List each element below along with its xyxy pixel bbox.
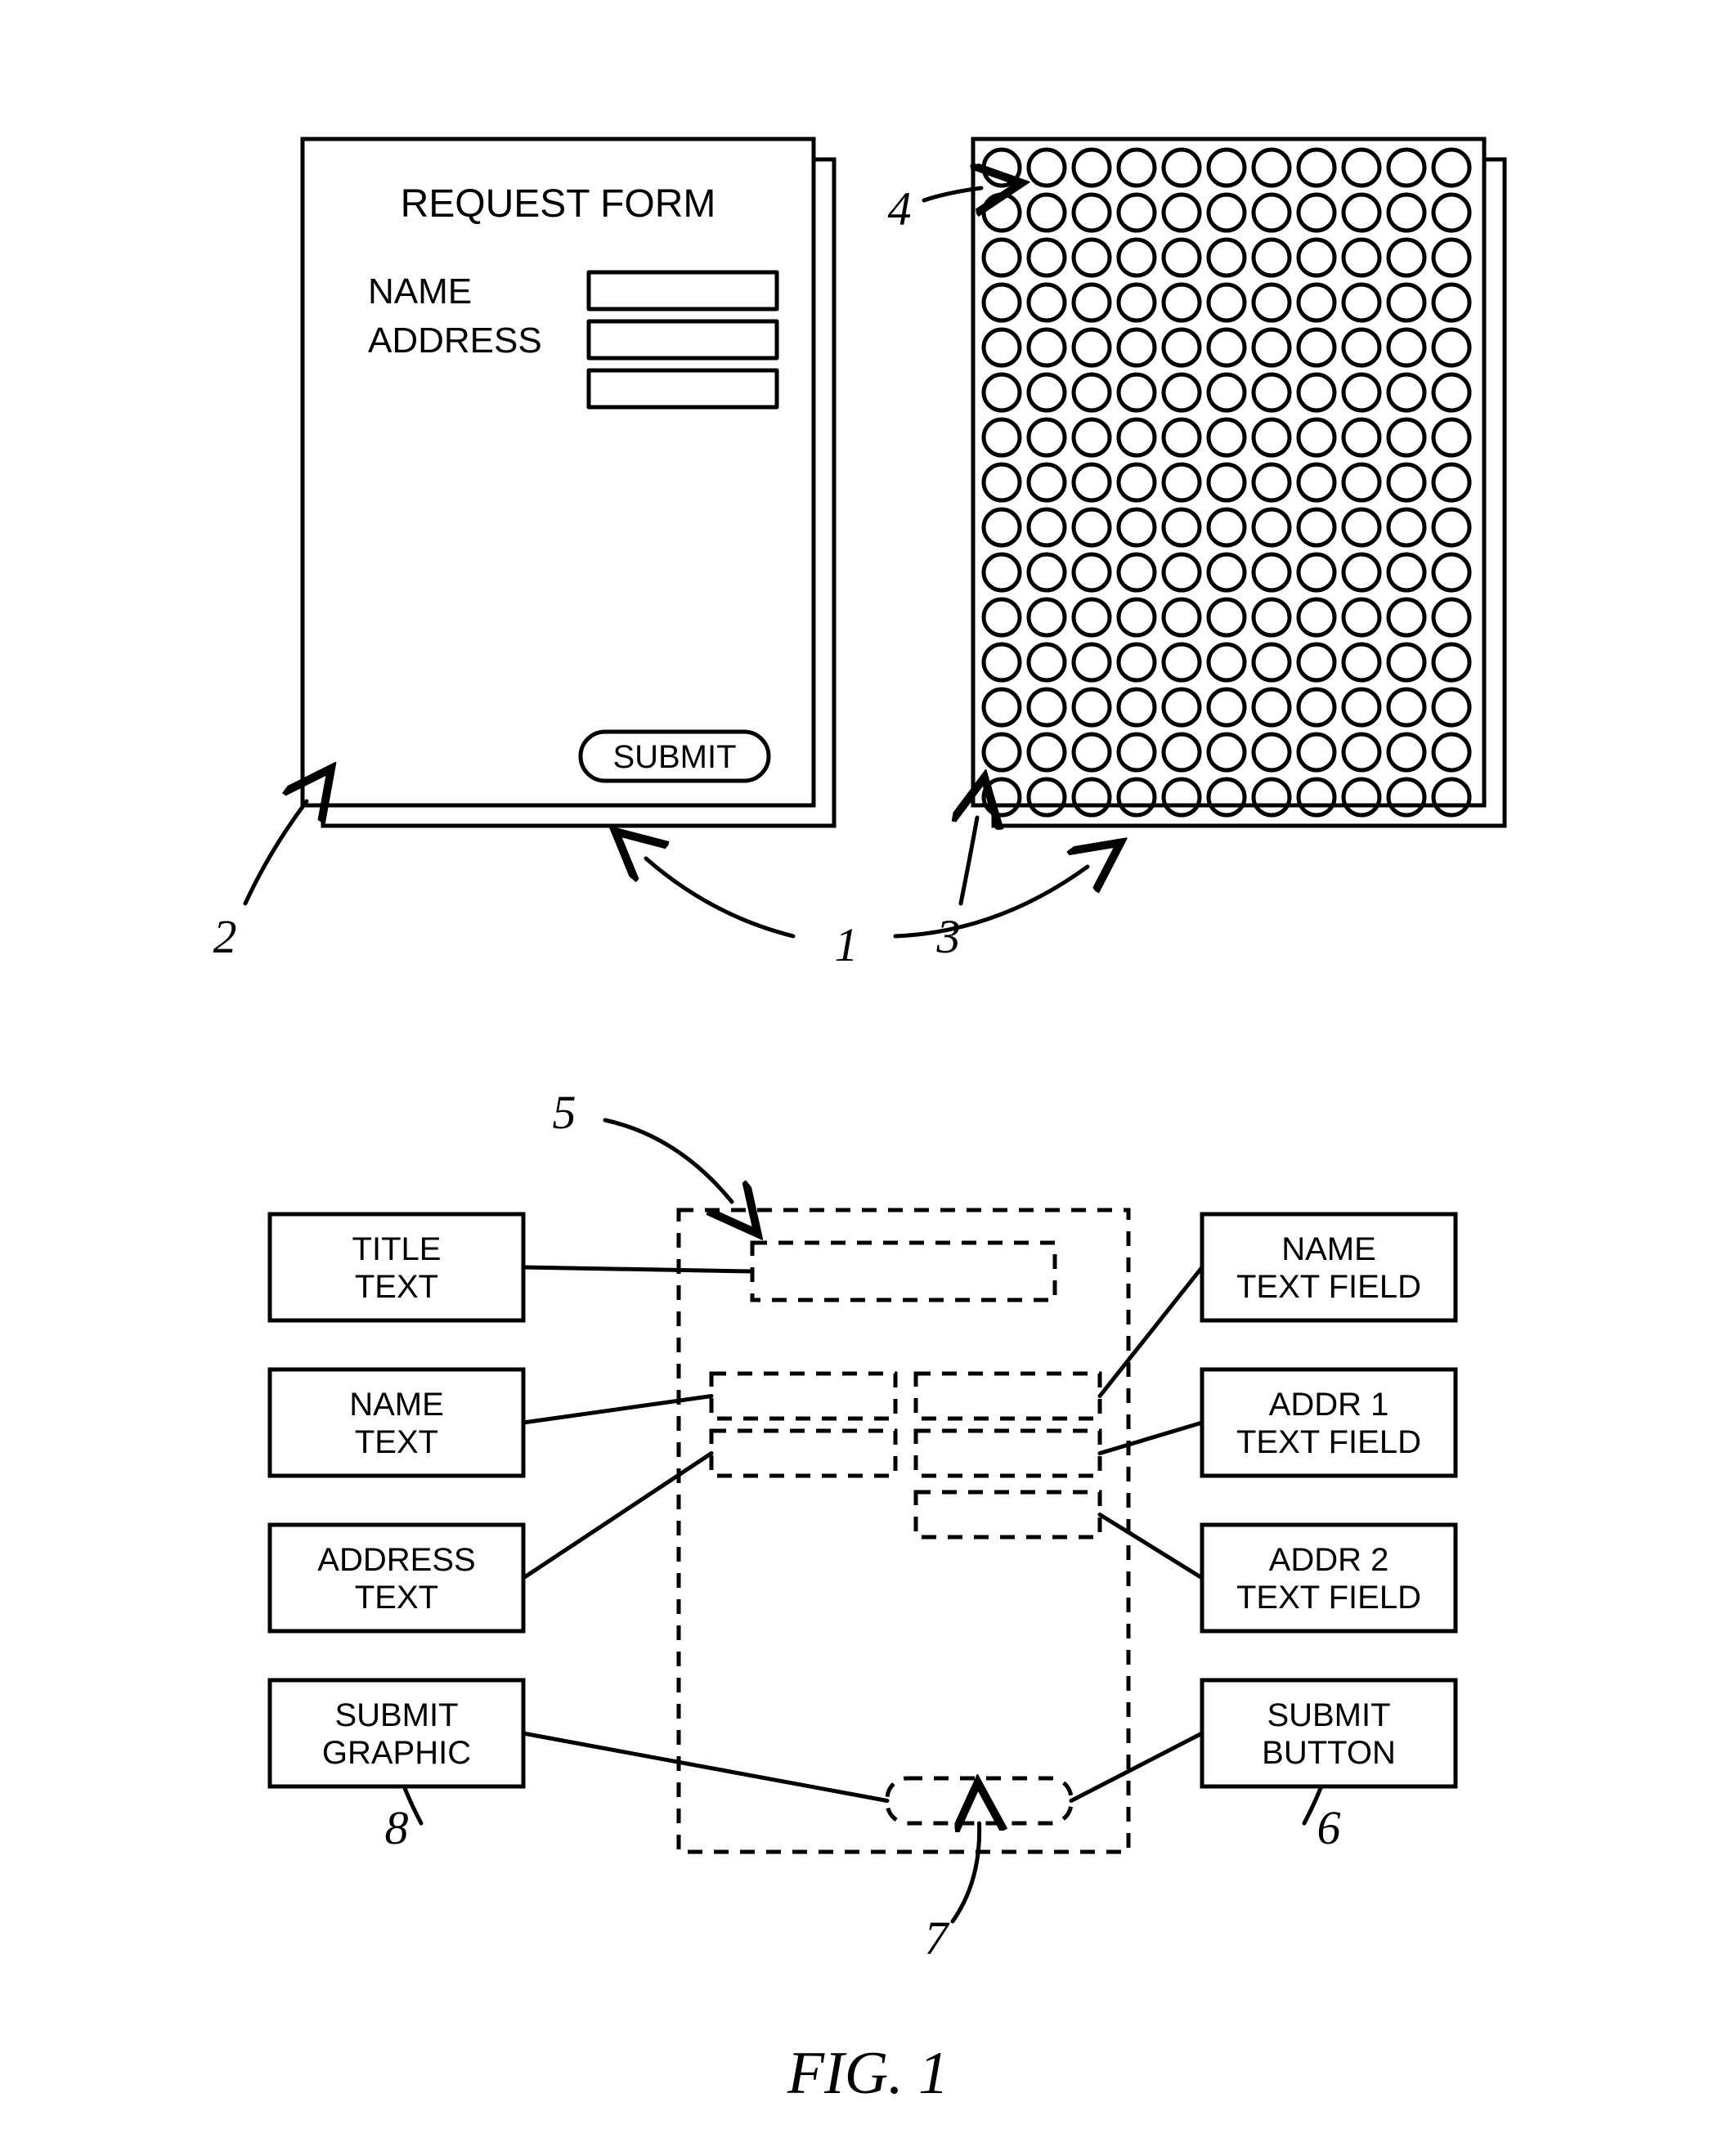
leader-7 [953, 1823, 980, 1921]
leader-3 [961, 818, 977, 903]
ref-8: 8 [385, 1801, 409, 1854]
figure-1: REQUEST FORMNAMEADDRESSSUBMIT23415TITLET… [0, 0, 1736, 2156]
leader-5 [605, 1120, 732, 1202]
form-title: REQUEST FORM [401, 182, 716, 226]
box-addr2-text-field-line0: ADDR 2 [1269, 1542, 1389, 1578]
slot-addr2-field [916, 1492, 1100, 1537]
leader-1a [646, 858, 793, 936]
conn-name [523, 1396, 711, 1423]
ref-6: 6 [1317, 1801, 1341, 1854]
conn-address [523, 1454, 711, 1579]
conn-title [523, 1267, 752, 1271]
ref-4: 4 [888, 182, 912, 235]
ref-2: 2 [213, 910, 237, 963]
box-title-text-line1: TEXT [355, 1269, 438, 1305]
box-submit-button-line1: BUTTON [1262, 1735, 1396, 1771]
box-name-text-field-line0: NAME [1281, 1231, 1376, 1267]
form-card-front [303, 139, 814, 805]
slot-name-label [711, 1374, 895, 1419]
ref-3: 3 [936, 910, 961, 963]
ref-7: 7 [925, 1912, 950, 1965]
figure-label: FIG. 1 [787, 2040, 949, 2107]
box-addr1-text-field-line0: ADDR 1 [1269, 1387, 1389, 1423]
box-submit-button-line0: SUBMIT [1267, 1697, 1390, 1733]
leader-2 [245, 801, 307, 903]
box-address-text-line1: TEXT [355, 1580, 438, 1616]
box-addr1-text-field-line1: TEXT FIELD [1236, 1424, 1421, 1460]
slot-name-field [916, 1374, 1100, 1419]
conn-submit-button [1071, 1733, 1202, 1801]
slot-addr-label [711, 1431, 895, 1476]
form-submit-label: SUBMIT [612, 739, 736, 775]
form-address-label: ADDRESS [368, 320, 542, 361]
box-title-text-line0: TITLE [352, 1231, 442, 1267]
conn-addr1 [1100, 1423, 1202, 1454]
form-name-label: NAME [368, 271, 472, 312]
slot-addr1-field [916, 1431, 1100, 1476]
slot-title [752, 1243, 1055, 1300]
layout-outline [679, 1210, 1128, 1852]
conn-submit-graphic [523, 1733, 887, 1801]
box-addr2-text-field-line1: TEXT FIELD [1236, 1580, 1421, 1616]
ref-5: 5 [553, 1086, 576, 1139]
leader-1b [895, 867, 1088, 936]
box-submit-graphic-line0: SUBMIT [334, 1697, 458, 1733]
slot-submit [887, 1778, 1071, 1823]
box-name-text-field-line1: TEXT FIELD [1236, 1269, 1421, 1305]
conn-name-field [1100, 1267, 1202, 1396]
box-name-text-line0: NAME [349, 1387, 444, 1423]
conn-addr2 [1100, 1515, 1202, 1579]
box-name-text-line1: TEXT [355, 1424, 438, 1460]
ref-1: 1 [835, 918, 859, 971]
box-address-text-line0: ADDRESS [317, 1542, 475, 1578]
box-submit-graphic-line1: GRAPHIC [322, 1735, 471, 1771]
